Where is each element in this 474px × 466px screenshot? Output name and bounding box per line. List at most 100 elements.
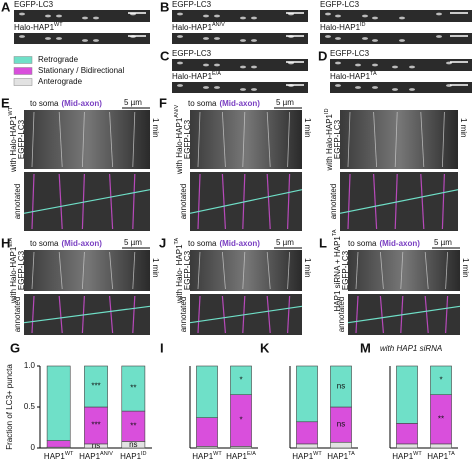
label-sup: TA — [370, 71, 377, 77]
label: HAP1WT — [392, 451, 422, 461]
micrograph — [172, 10, 308, 22]
track — [189, 305, 303, 324]
puncta — [45, 37, 51, 40]
micrograph — [320, 33, 472, 44]
puncta — [240, 16, 246, 20]
label-sup: E/A — [247, 451, 256, 457]
label: ns — [337, 382, 345, 391]
legend-swatch — [13, 78, 33, 86]
track — [442, 111, 445, 168]
label: ns — [337, 420, 345, 429]
track — [132, 295, 136, 334]
label-sup: WT — [54, 22, 63, 28]
label: with Halo-HAP1ID — [324, 108, 334, 171]
label: annotated — [179, 297, 188, 333]
bar-segment — [196, 365, 218, 418]
label-text: with Halo- HAP1 — [175, 244, 184, 304]
label: EGFP-LC3 — [330, 49, 370, 58]
label: EGFP-LC3 — [183, 250, 192, 290]
puncta — [203, 63, 209, 67]
label-text: to soma — [30, 239, 59, 248]
label-text: HAP1 — [392, 452, 413, 461]
label: 5 µm — [124, 238, 142, 247]
label: Halo-HAP1ID — [320, 22, 366, 32]
puncta — [240, 88, 246, 91]
track — [441, 173, 445, 230]
label: annotated — [13, 297, 22, 333]
micrograph — [172, 59, 308, 71]
kymograph — [348, 250, 460, 291]
label: H — [1, 235, 10, 250]
label: with Halo-HAP1AN/V — [174, 105, 184, 176]
track — [109, 173, 114, 230]
label: HAP1 siRNA + HAP1TA — [332, 229, 342, 311]
label: L — [319, 235, 327, 250]
label-text: with Halo-HAP1 — [175, 117, 184, 175]
label-sup: WT — [413, 451, 422, 457]
label-text: to soma — [348, 239, 377, 248]
label: 1 min — [303, 258, 312, 278]
puncta — [214, 86, 220, 89]
label-sup: ID — [360, 22, 366, 28]
label-text: HAP1 siRNA + HAP1 — [333, 236, 342, 312]
label: to soma (Mid-axon) — [188, 99, 260, 108]
label-sup: AN/V — [212, 22, 225, 28]
track — [197, 111, 201, 168]
label-sup: WT — [313, 451, 322, 457]
puncta — [409, 65, 415, 69]
puncta — [372, 86, 378, 89]
puncta — [82, 16, 88, 20]
label: Halo-HAP1E/A — [172, 71, 221, 81]
puncta — [335, 61, 341, 65]
label: *** — [91, 382, 100, 391]
label-text: HAP1 — [292, 452, 313, 461]
track — [31, 295, 35, 334]
track — [132, 251, 136, 290]
label-sup: TA — [174, 238, 180, 245]
label: EGFP-LC3 — [14, 0, 54, 9]
track — [373, 111, 377, 168]
legend-swatch — [13, 56, 33, 64]
puncta — [362, 14, 368, 18]
label: HAP1AN/V — [79, 451, 113, 461]
label: with Halo- HAP1TA — [174, 238, 184, 305]
bar-segment — [296, 421, 318, 445]
label: Anterograde — [38, 77, 83, 86]
label-text: with Halo-HAP1 — [9, 246, 18, 304]
label-sup: ID — [324, 108, 330, 114]
puncta — [177, 84, 183, 87]
label: 5 µm — [124, 98, 142, 107]
label: 5 µm — [276, 98, 294, 107]
label: K — [260, 340, 270, 355]
label-text: Halo-HAP1 — [320, 23, 361, 32]
puncta — [93, 39, 99, 42]
label: ** — [438, 414, 444, 423]
label: Fraction of LC3+ puncta — [5, 364, 14, 450]
track — [242, 251, 246, 290]
puncta — [82, 39, 88, 42]
label: EGFP-LC3 — [183, 119, 192, 159]
label: 1 min — [459, 118, 468, 138]
kymograph — [190, 250, 302, 291]
label-text: (Mid-axon) — [61, 99, 102, 108]
label: annotated — [179, 184, 188, 220]
label-sup: AN/V — [174, 105, 180, 118]
label-text: Halo-HAP1 — [330, 72, 371, 81]
label-text: HAP1 — [226, 452, 247, 461]
label: 1.0 — [24, 361, 36, 370]
label: EGFP-LC3 — [172, 0, 212, 9]
kymograph — [190, 110, 302, 169]
label: EGFP-LC3 — [341, 250, 350, 290]
label-sup: ID — [141, 451, 147, 457]
puncta — [335, 37, 341, 40]
puncta — [177, 12, 183, 16]
bar-segment — [396, 365, 418, 424]
puncta — [240, 39, 246, 42]
label: HAP1WT — [292, 451, 322, 461]
puncta — [372, 39, 378, 42]
label: G — [10, 340, 20, 355]
puncta — [335, 84, 341, 87]
track — [132, 111, 136, 168]
track — [266, 251, 271, 290]
track — [23, 305, 151, 324]
